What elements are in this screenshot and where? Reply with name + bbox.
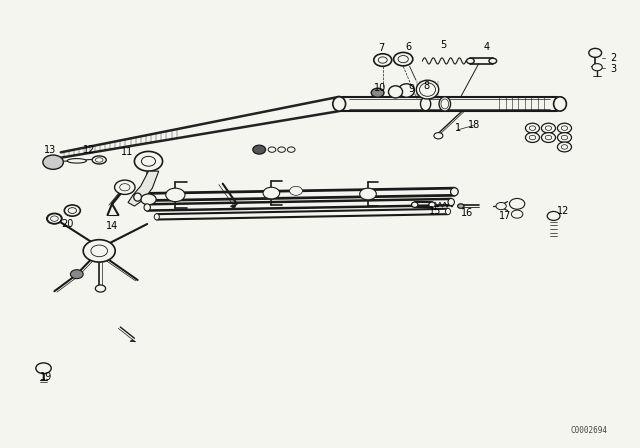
Circle shape [360,188,376,200]
Ellipse shape [451,188,458,196]
Polygon shape [130,340,136,342]
Text: 4: 4 [483,42,490,52]
Polygon shape [230,204,237,209]
Ellipse shape [554,97,566,111]
Ellipse shape [68,207,77,213]
Ellipse shape [529,126,536,130]
Text: 18: 18 [467,121,480,130]
Ellipse shape [445,208,451,215]
Circle shape [115,180,135,194]
Text: 12: 12 [557,206,570,215]
Circle shape [120,184,130,191]
Ellipse shape [458,204,464,208]
Ellipse shape [561,135,568,140]
Ellipse shape [51,216,58,221]
Ellipse shape [394,52,413,66]
Text: 12: 12 [83,145,96,155]
Circle shape [263,187,280,199]
Ellipse shape [557,123,572,133]
Circle shape [43,155,63,169]
Ellipse shape [420,83,436,96]
Ellipse shape [398,84,415,97]
Text: 13: 13 [44,145,56,155]
Circle shape [278,147,285,152]
Ellipse shape [412,202,418,207]
Circle shape [511,210,523,218]
Circle shape [547,211,560,220]
Circle shape [36,363,51,374]
Text: 10: 10 [374,83,387,93]
Text: 20: 20 [61,219,74,229]
Text: 16: 16 [461,208,474,218]
Text: 2: 2 [610,53,616,63]
Circle shape [253,145,266,154]
Text: 15: 15 [429,206,442,215]
Circle shape [91,245,108,257]
Ellipse shape [95,285,106,292]
Ellipse shape [65,205,81,216]
Text: 19: 19 [40,372,52,382]
Ellipse shape [439,97,451,111]
Circle shape [141,194,156,205]
Circle shape [371,88,384,97]
Text: 17: 17 [499,211,512,221]
Ellipse shape [134,193,141,201]
Ellipse shape [333,97,346,111]
Ellipse shape [290,186,302,195]
Ellipse shape [420,97,431,111]
Circle shape [166,188,185,202]
Ellipse shape [541,133,556,142]
Ellipse shape [398,56,408,63]
Circle shape [434,133,443,139]
Ellipse shape [95,158,103,162]
Text: C0002694: C0002694 [570,426,607,435]
Ellipse shape [529,135,536,140]
Circle shape [70,270,83,279]
Ellipse shape [561,145,568,149]
Circle shape [47,213,62,224]
Ellipse shape [429,202,435,207]
Ellipse shape [557,142,572,152]
Text: 9: 9 [408,84,415,94]
Circle shape [141,156,156,166]
Ellipse shape [525,133,540,142]
Ellipse shape [378,57,387,63]
Circle shape [496,202,506,210]
Circle shape [134,151,163,171]
Ellipse shape [388,86,403,98]
Ellipse shape [545,135,552,140]
Ellipse shape [47,214,61,224]
Polygon shape [128,171,159,206]
Ellipse shape [374,54,392,66]
Ellipse shape [154,214,159,220]
Text: 1: 1 [454,123,461,133]
Circle shape [589,48,602,57]
Text: 7: 7 [378,43,385,53]
Circle shape [83,240,115,262]
Text: 6: 6 [405,42,412,52]
Text: 5: 5 [440,40,447,50]
Ellipse shape [557,133,572,142]
Circle shape [592,64,602,71]
Circle shape [287,147,295,152]
Text: 3: 3 [610,65,616,74]
Ellipse shape [144,204,150,211]
Text: 8: 8 [423,81,429,91]
Ellipse shape [541,123,556,133]
Ellipse shape [489,58,497,64]
Ellipse shape [467,58,474,64]
Ellipse shape [417,80,439,99]
Ellipse shape [561,126,568,130]
Text: 11: 11 [120,147,133,157]
Ellipse shape [525,123,540,133]
Circle shape [268,147,276,152]
Ellipse shape [545,126,552,130]
Ellipse shape [92,156,106,164]
Ellipse shape [448,198,454,206]
Ellipse shape [441,99,449,109]
Text: 14: 14 [106,221,118,231]
Circle shape [509,198,525,209]
Ellipse shape [67,159,86,163]
